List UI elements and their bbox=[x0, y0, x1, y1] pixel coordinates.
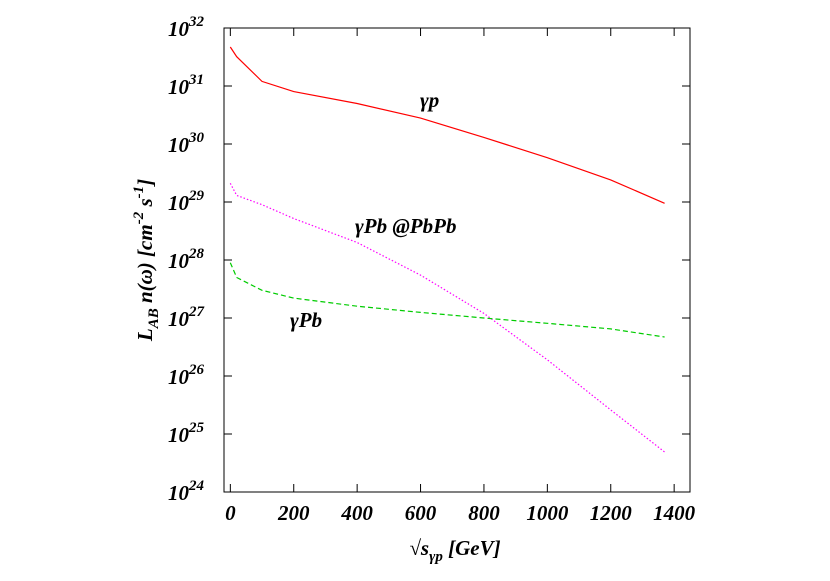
y-tick-base: 10 bbox=[168, 133, 190, 157]
y-label-sup: -1 bbox=[131, 186, 147, 199]
y-tick-exponent: 27 bbox=[188, 304, 205, 320]
y-tick-exponent: 28 bbox=[188, 246, 205, 262]
y-tick-label: 1025 bbox=[168, 420, 205, 447]
y-label-sub: AB bbox=[146, 308, 162, 329]
y-tick-base: 10 bbox=[168, 307, 190, 331]
y-label-part: ] bbox=[133, 179, 157, 188]
y-tick-exponent: 31 bbox=[188, 72, 204, 88]
y-tick-exponent: 30 bbox=[188, 130, 205, 146]
x-tick-label: 1200 bbox=[590, 501, 633, 525]
x-tick-label: 800 bbox=[468, 501, 500, 525]
y-tick-exponent: 25 bbox=[188, 420, 205, 436]
y-label-part: s bbox=[133, 198, 157, 211]
x-tick-label: 0 bbox=[225, 501, 236, 525]
plot-frame bbox=[223, 27, 691, 493]
y-tick-exponent: 29 bbox=[188, 188, 205, 204]
series-line bbox=[229, 262, 665, 338]
y-tick-label: 1027 bbox=[168, 304, 205, 331]
x-label-sub: γp bbox=[429, 549, 443, 565]
x-tick-label: 1400 bbox=[653, 501, 696, 525]
x-axis-label: √sγp [GeV] bbox=[409, 536, 500, 565]
y-tick-label: 1032 bbox=[168, 14, 205, 41]
x-label-part: [GeV] bbox=[443, 536, 501, 560]
y-tick-label: 1030 bbox=[168, 130, 205, 157]
y-label-part: n(ω) [cm bbox=[133, 224, 157, 308]
y-tick-base: 10 bbox=[168, 249, 190, 273]
y-tick-base: 10 bbox=[168, 481, 190, 505]
y-tick-label: 1031 bbox=[168, 72, 204, 99]
y-label-sup: -2 bbox=[131, 211, 147, 224]
y-tick-base: 10 bbox=[168, 423, 190, 447]
series-label: γPb @PbPb bbox=[355, 214, 456, 238]
series-label: γp bbox=[420, 88, 439, 112]
y-tick-label: 1029 bbox=[168, 188, 205, 215]
y-tick-base: 10 bbox=[168, 75, 190, 99]
y-tick-exponent: 26 bbox=[188, 362, 205, 378]
y-tick-base: 10 bbox=[168, 191, 190, 215]
y-label-part: L bbox=[133, 328, 157, 342]
y-tick-exponent: 24 bbox=[188, 478, 205, 494]
x-tick-label: 400 bbox=[340, 501, 373, 525]
series-line bbox=[229, 183, 665, 453]
y-tick-label: 1024 bbox=[168, 478, 205, 505]
x-tick-label: 1000 bbox=[526, 501, 569, 525]
x-tick-label: 200 bbox=[277, 501, 310, 525]
y-tick-label: 1028 bbox=[168, 246, 205, 273]
y-tick-base: 10 bbox=[168, 17, 190, 41]
y-axis-label: LAB n(ω) [cm-2 s-1] bbox=[131, 179, 162, 342]
series-label: γPb bbox=[290, 308, 322, 332]
series-line bbox=[229, 46, 665, 204]
y-tick-exponent: 32 bbox=[188, 14, 205, 30]
y-tick-label: 1026 bbox=[168, 362, 205, 389]
y-tick-base: 10 bbox=[168, 365, 190, 389]
x-tick-label: 600 bbox=[405, 501, 437, 525]
x-label-part: √s bbox=[409, 536, 429, 560]
